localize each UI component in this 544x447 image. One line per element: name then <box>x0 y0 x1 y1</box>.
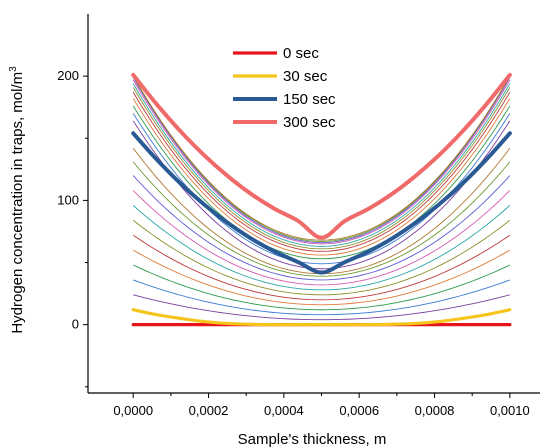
intermediate-curve-15 <box>132 98 511 256</box>
intermediate-curve-14 <box>132 105 511 260</box>
plot-area <box>131 72 512 327</box>
intermediate-curve-5 <box>132 234 511 301</box>
axes: 0,0000 0,0002 0,0004 0,0006 0,0008 0,0010 0 100… <box>57 14 540 418</box>
intermediate-curve-3 <box>133 264 511 311</box>
legend-label-1: 0 sec <box>283 45 319 62</box>
series-line-4 <box>131 72 512 240</box>
intermediate-curve-16 <box>132 92 511 252</box>
y-tick-label-3: 200 <box>57 68 79 83</box>
intermediate-curve-9 <box>132 175 511 281</box>
intermediate-curve-4 <box>132 249 511 306</box>
intermediate-curve-12 <box>132 120 511 270</box>
y-axis-title-text: Hydrogen concentration in traps, mol/m <box>9 72 26 334</box>
legend-label-3: 150 sec <box>283 91 336 108</box>
legend: 0 sec 30 sec 150 sec 300 sec <box>233 45 336 131</box>
intermediate-curve-21 <box>132 75 511 242</box>
intermediate-curve-1 <box>133 294 510 321</box>
x-tick-label-1: 0,0000 <box>113 403 153 418</box>
intermediate-curve-7 <box>132 205 511 291</box>
x-tick-label-5: 0,0008 <box>415 403 455 418</box>
x-tick-label-3: 0,0004 <box>264 403 304 418</box>
y-tick-label-2: 100 <box>57 192 79 207</box>
intermediate-curve-2 <box>133 279 511 316</box>
intermediate-curve-22 <box>132 75 511 241</box>
intermediate-curve-18 <box>132 83 511 247</box>
intermediate-curve-10 <box>132 161 511 277</box>
intermediate-curve-6 <box>132 219 511 296</box>
x-axis-title: Sample's thickness, m <box>238 431 387 447</box>
series-line-3 <box>131 131 512 275</box>
x-tick-label-6: 0,0010 <box>490 403 530 418</box>
legend-label-2: 30 sec <box>283 68 328 85</box>
y-axis-title: Hydrogen concentration in traps, mol/m3 <box>8 66 26 334</box>
intermediate-curve-8 <box>132 190 511 286</box>
intermediate-curve-19 <box>132 79 511 245</box>
series-line-2 <box>131 308 512 327</box>
intermediate-curve-20 <box>132 77 511 244</box>
legend-label-4: 300 sec <box>283 114 336 131</box>
x-tick-label-2: 0,0002 <box>189 403 229 418</box>
y-axis-title-superscript: 3 <box>8 66 19 72</box>
y-tick-label-1: 0 <box>72 317 79 332</box>
intermediate-curve-17 <box>132 87 511 250</box>
x-tick-label-4: 0,0006 <box>339 403 379 418</box>
